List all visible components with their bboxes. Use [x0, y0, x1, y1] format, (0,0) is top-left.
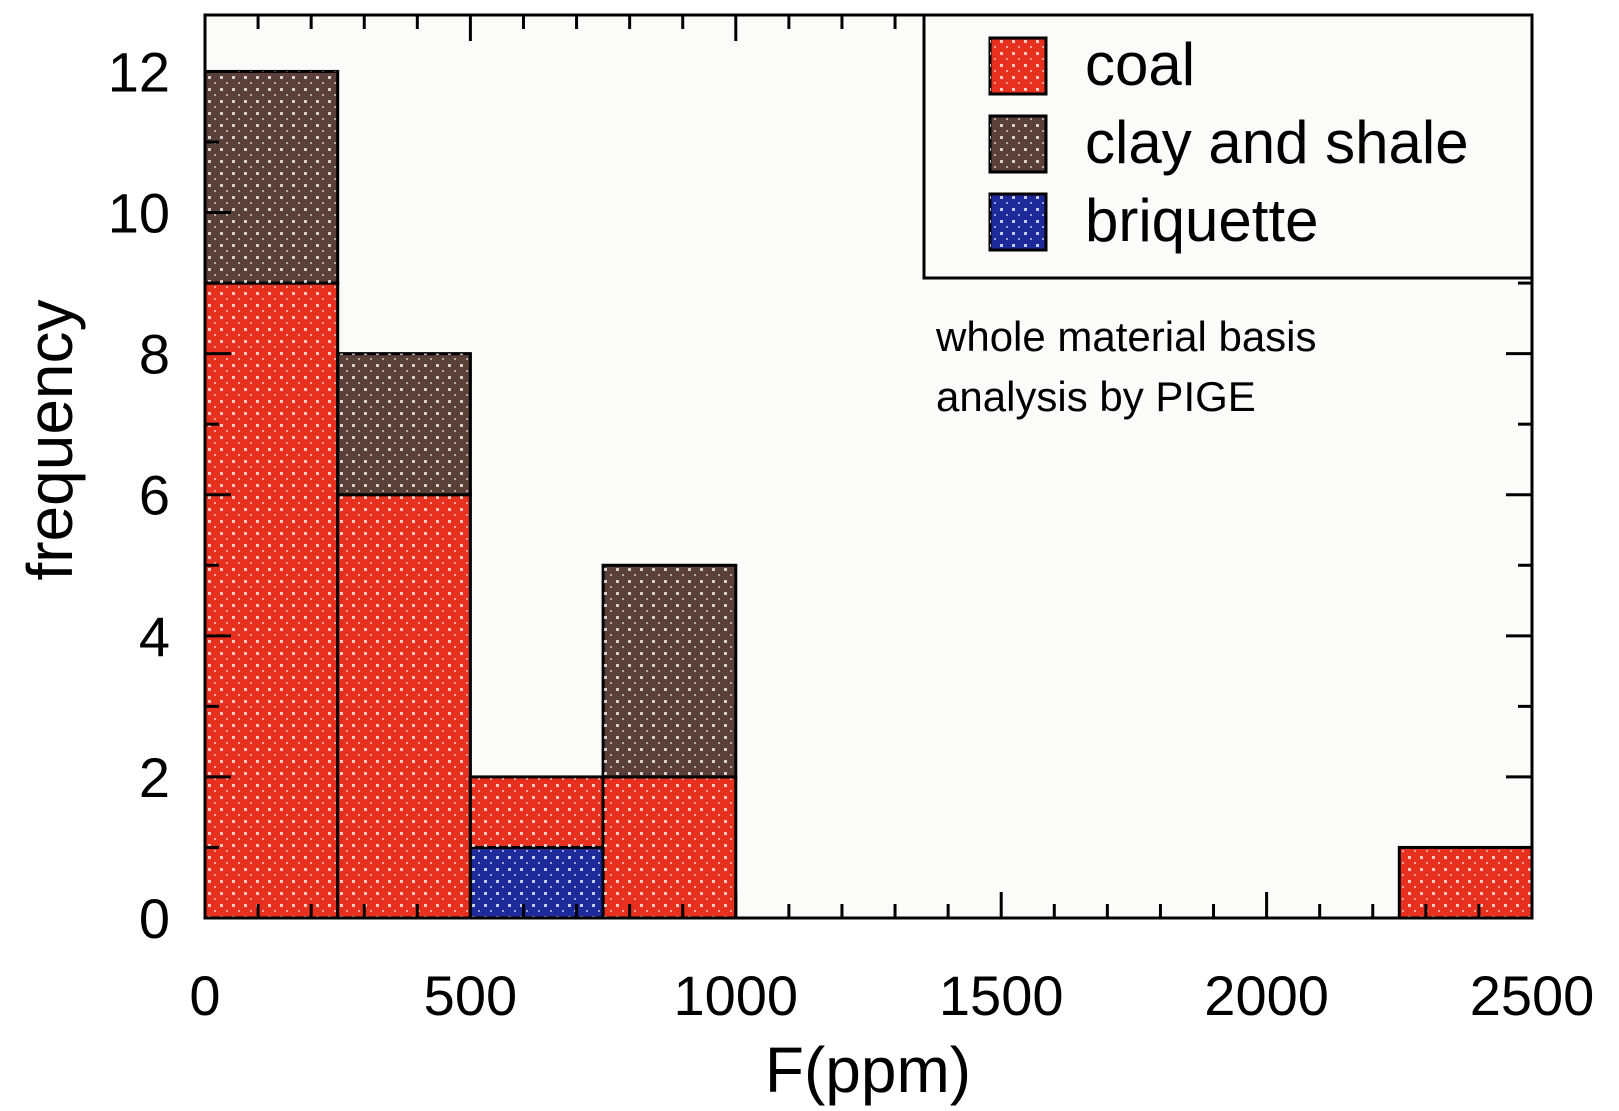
annotation-line-2: analysis by PIGE [936, 373, 1256, 420]
plot-frame [203, 13, 1534, 920]
annotation-line-1: whole material basis [935, 313, 1317, 360]
legend-label-briquette: briquette [1085, 187, 1319, 254]
x-tick-label-0: 0 [189, 964, 220, 1027]
bar-layer [203, 69, 1534, 920]
bar-coal-bin-2-texture [470, 776, 604, 848]
bar-coal-bin-9-texture [1399, 847, 1532, 918]
bar-clay-and-shale-bin-0-texture [205, 71, 338, 284]
x-tick-label-1500: 1500 [939, 964, 1064, 1027]
y-axis-title: frequency [14, 299, 86, 580]
legend-swatch-clay-and-shale-dots [990, 116, 1046, 172]
y-tick-label-0: 0 [139, 887, 170, 950]
y-tick-label-12: 12 [108, 40, 170, 103]
y-tick-label-6: 6 [139, 464, 170, 527]
legend-label-clay-and-shale: clay and shale [1085, 109, 1469, 176]
y-tick-label-2: 2 [139, 746, 170, 809]
bar-coal-bin-1-texture [337, 494, 471, 918]
y-tick-label-10: 10 [108, 182, 170, 245]
legend: coal clay and shale briquette [922, 13, 1534, 280]
x-axis-title: F(ppm) [765, 1034, 971, 1106]
x-tick-label-1000: 1000 [674, 964, 799, 1027]
bar-clay-and-shale-bin-1-texture [337, 353, 471, 495]
x-tick-label-2500: 2500 [1470, 964, 1595, 1027]
y-tick-label-8: 8 [139, 323, 170, 386]
bar-coal-bin-0-texture [205, 283, 338, 918]
tick-labels: 0 500 1000 1500 2000 2500 0 2 4 6 8 10 12 [108, 40, 1595, 1027]
legend-label-coal: coal [1085, 31, 1195, 98]
y-tick-label-4: 4 [139, 605, 170, 668]
x-tick-label-2000: 2000 [1204, 964, 1329, 1027]
x-tick-label-500: 500 [424, 964, 517, 1027]
legend-swatch-briquette-dots [990, 194, 1046, 250]
bar-briquette-bin-2-texture [470, 847, 604, 918]
bar-clay-and-shale-bin-3-texture [603, 565, 736, 777]
bar-coal-bin-3-texture [603, 776, 736, 918]
legend-swatch-coal-dots [990, 38, 1046, 94]
